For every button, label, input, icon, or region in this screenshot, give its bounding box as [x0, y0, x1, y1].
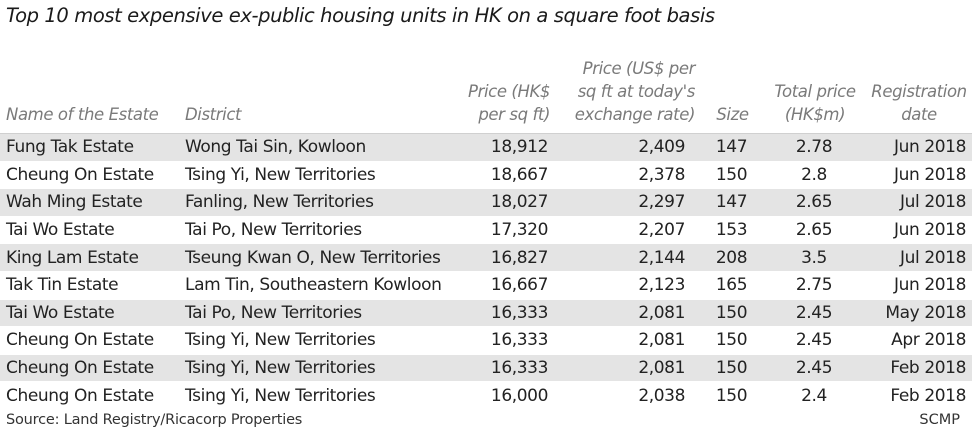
cell-price-usd: 2,038 [554, 381, 699, 409]
cell-price-usd: 2,297 [554, 188, 699, 217]
cell-estate: King Lam Estate [0, 243, 179, 272]
cell-size: 150 [699, 326, 764, 355]
col-header-size: Size [699, 40, 764, 134]
housing-price-table: Name of the Estate District Price (HK$ p… [0, 40, 972, 409]
cell-total-price: 2.45 [764, 326, 864, 355]
cell-total-price: 2.45 [764, 298, 864, 327]
cell-price-usd: 2,409 [554, 133, 699, 162]
cell-price-usd: 2,081 [554, 298, 699, 327]
col-header-price-usd: Price (US$ per sq ft at today's exchange… [554, 40, 699, 134]
cell-total-price: 2.78 [764, 133, 864, 162]
cell-registration-date: May 2018 [864, 298, 972, 327]
cell-registration-date: Jul 2018 [864, 243, 972, 272]
cell-district: Tsing Yi, New Territories [179, 353, 450, 382]
cell-size: 150 [699, 381, 764, 409]
cell-registration-date: Feb 2018 [864, 381, 972, 409]
table-row: Tai Wo Estate Tai Po, New Territories 17… [0, 215, 972, 244]
cell-price-hkd: 17,320 [450, 215, 554, 244]
cell-estate: Cheung On Estate [0, 160, 179, 189]
cell-price-hkd: 16,000 [450, 381, 554, 409]
col-header-estate: Name of the Estate [0, 40, 179, 134]
cell-registration-date: Jun 2018 [864, 133, 972, 162]
cell-total-price: 2.8 [764, 160, 864, 189]
col-header-registration-date: Registration date [864, 40, 972, 134]
cell-price-hkd: 16,333 [450, 298, 554, 327]
cell-price-hkd: 18,667 [450, 160, 554, 189]
cell-total-price: 2.65 [764, 215, 864, 244]
cell-size: 147 [699, 133, 764, 162]
table-title: Top 10 most expensive ex-public housing … [6, 4, 715, 27]
table-row: Cheung On Estate Tsing Yi, New Territori… [0, 353, 972, 382]
cell-price-usd: 2,378 [554, 160, 699, 189]
cell-size: 153 [699, 215, 764, 244]
cell-price-hkd: 16,333 [450, 353, 554, 382]
cell-size: 165 [699, 270, 764, 300]
cell-price-hkd: 18,027 [450, 188, 554, 217]
cell-total-price: 2.75 [764, 270, 864, 300]
cell-district: Fanling, New Territories [179, 188, 450, 217]
col-header-price-hkd: Price (HK$ per sq ft) [450, 40, 554, 134]
table-row: Wah Ming Estate Fanling, New Territories… [0, 188, 972, 217]
cell-price-usd: 2,123 [554, 270, 699, 300]
table-row: Cheung On Estate Tsing Yi, New Territori… [0, 160, 972, 189]
cell-estate: Tak Tin Estate [0, 270, 179, 300]
publisher-credit: SCMP [919, 412, 960, 428]
cell-registration-date: Apr 2018 [864, 326, 972, 355]
cell-size: 147 [699, 188, 764, 217]
cell-district: Tsing Yi, New Territories [179, 326, 450, 355]
cell-size: 150 [699, 353, 764, 382]
cell-price-usd: 2,207 [554, 215, 699, 244]
cell-total-price: 2.4 [764, 381, 864, 409]
cell-price-usd: 2,081 [554, 353, 699, 382]
cell-total-price: 2.45 [764, 353, 864, 382]
table-row: Cheung On Estate Tsing Yi, New Territori… [0, 326, 972, 355]
cell-estate: Fung Tak Estate [0, 133, 179, 162]
cell-district: Tai Po, New Territories [179, 298, 450, 327]
cell-registration-date: Jun 2018 [864, 215, 972, 244]
cell-price-hkd: 16,827 [450, 243, 554, 272]
cell-registration-date: Jul 2018 [864, 188, 972, 217]
cell-size: 150 [699, 298, 764, 327]
cell-estate: Tai Wo Estate [0, 215, 179, 244]
cell-district: Tsing Yi, New Territories [179, 160, 450, 189]
cell-estate: Cheung On Estate [0, 326, 179, 355]
cell-registration-date: Jun 2018 [864, 270, 972, 300]
cell-size: 208 [699, 243, 764, 272]
cell-registration-date: Feb 2018 [864, 353, 972, 382]
cell-district: Wong Tai Sin, Kowloon [179, 133, 450, 162]
table-row: Fung Tak Estate Wong Tai Sin, Kowloon 18… [0, 133, 972, 162]
cell-district: Tsing Yi, New Territories [179, 381, 450, 409]
table-row: Tak Tin Estate Lam Tin, Southeastern Kow… [0, 270, 972, 300]
cell-estate: Wah Ming Estate [0, 188, 179, 217]
source-note: Source: Land Registry/Ricacorp Propertie… [6, 412, 303, 428]
cell-total-price: 2.65 [764, 188, 864, 217]
cell-district: Lam Tin, Southeastern Kowloon [179, 270, 450, 300]
cell-district: Tseung Kwan O, New Territories [179, 243, 450, 272]
cell-district: Tai Po, New Territories [179, 215, 450, 244]
cell-total-price: 3.5 [764, 243, 864, 272]
cell-price-hkd: 18,912 [450, 133, 554, 162]
cell-price-hkd: 16,667 [450, 270, 554, 300]
cell-price-usd: 2,081 [554, 326, 699, 355]
header-row: Name of the Estate District Price (HK$ p… [0, 40, 972, 134]
cell-size: 150 [699, 160, 764, 189]
table-row: Tai Wo Estate Tai Po, New Territories 16… [0, 298, 972, 327]
cell-registration-date: Jun 2018 [864, 160, 972, 189]
cell-estate: Cheung On Estate [0, 381, 179, 409]
col-header-total-price: Total price (HK$m) [764, 40, 864, 134]
table-row: King Lam Estate Tseung Kwan O, New Terri… [0, 243, 972, 272]
table-row: Cheung On Estate Tsing Yi, New Territori… [0, 381, 972, 409]
cell-estate: Cheung On Estate [0, 353, 179, 382]
cell-price-hkd: 16,333 [450, 326, 554, 355]
col-header-district: District [179, 40, 450, 134]
cell-estate: Tai Wo Estate [0, 298, 179, 327]
cell-price-usd: 2,144 [554, 243, 699, 272]
